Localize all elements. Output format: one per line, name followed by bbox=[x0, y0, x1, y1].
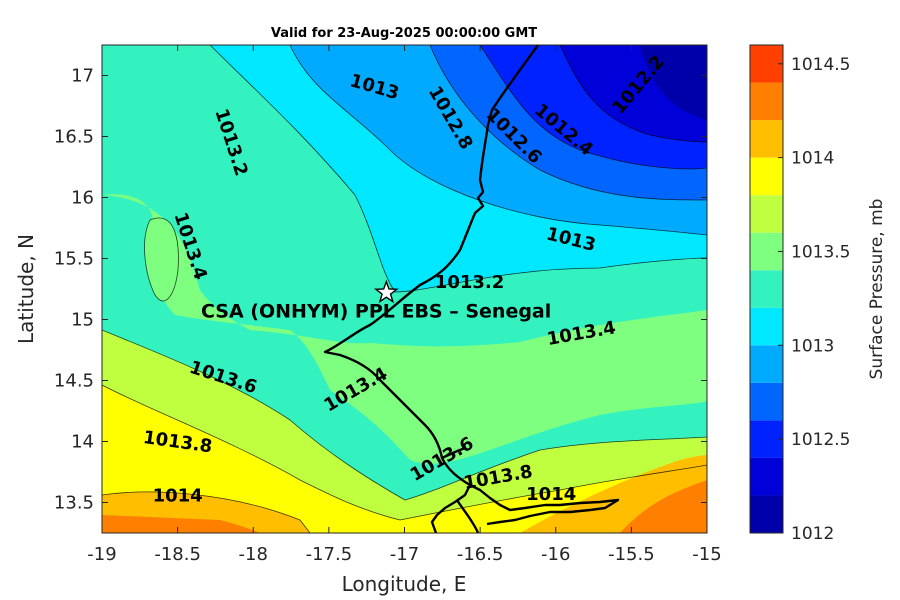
colorbar-tick-label: 1012 bbox=[791, 524, 834, 544]
colorbar-swatch bbox=[750, 457, 783, 496]
x-tick-label: -15.5 bbox=[608, 544, 655, 565]
x-tick-label: -17.5 bbox=[306, 544, 353, 565]
y-tick-label: 15 bbox=[71, 310, 94, 331]
y-tick-label: 17 bbox=[71, 66, 94, 87]
colorbar-swatch bbox=[750, 157, 783, 196]
y-tick-label: 14.5 bbox=[54, 371, 94, 392]
contour-label: 1014 bbox=[526, 484, 576, 505]
x-axis: -19 -18.5 -18 -17.5 -17 -16.5 -16 -15.5 -15 bbox=[87, 45, 722, 565]
site-marker-group: CSA (ONHYM) PPL EBS – Senegal bbox=[201, 279, 551, 323]
colorbar-swatch bbox=[750, 382, 783, 421]
contour-lines bbox=[102, 45, 707, 533]
colorbar-tick-label: 1014 bbox=[791, 149, 834, 169]
x-tick-label: -16 bbox=[541, 544, 570, 565]
colorbar-frame bbox=[749, 44, 784, 534]
colorbar-tick-label: 1014.5 bbox=[791, 55, 850, 75]
colorbar-swatch bbox=[750, 120, 783, 158]
contour-band-1014-2-west bbox=[102, 515, 260, 533]
y-tick-label: 16 bbox=[71, 188, 94, 209]
y-tick-label: 16.5 bbox=[54, 127, 94, 148]
colorbar-swatch bbox=[750, 270, 783, 308]
colorbar-swatch bbox=[750, 420, 783, 458]
x-tick-label: -15 bbox=[692, 544, 721, 565]
contour-band-1013-4-west bbox=[102, 194, 707, 464]
y-axis-label: Latitude, N bbox=[14, 234, 38, 344]
y-tick-label: 14 bbox=[71, 432, 94, 453]
contour-field bbox=[102, 45, 707, 533]
colorbar-swatch bbox=[750, 82, 783, 121]
y-axis: 13.5 14 14.5 15 15.5 16 16.5 17 bbox=[54, 66, 707, 514]
contour-band-1013-4-island bbox=[144, 218, 179, 301]
colorbar-tick-label: 1013.5 bbox=[791, 242, 850, 262]
site-label: CSA (ONHYM) PPL EBS – Senegal bbox=[201, 301, 551, 323]
contour-label: 1013.2 bbox=[435, 272, 504, 293]
colorbar-tick-label: 1013 bbox=[791, 336, 834, 356]
y-tick-label: 13.5 bbox=[54, 493, 94, 514]
colorbar: 1012 1012.5 1013 1013.5 1014 1014.5 Surface Pr… bbox=[749, 44, 887, 544]
chart-title: Valid for 23-Aug-2025 00:00:00 GMT bbox=[271, 26, 537, 41]
colorbar-label: Surface Pressure, mb bbox=[867, 199, 887, 380]
x-tick-label: -16.5 bbox=[457, 544, 504, 565]
colorbar-swatch bbox=[750, 307, 783, 346]
x-tick-label: -17 bbox=[390, 544, 419, 565]
contour-band-1012 bbox=[640, 45, 707, 120]
colorbar-swatch bbox=[750, 232, 783, 271]
x-tick-label: -18.5 bbox=[154, 544, 201, 565]
x-tick-label: -18 bbox=[239, 544, 268, 565]
contour-label: 1014 bbox=[153, 485, 203, 506]
x-tick-label: -19 bbox=[87, 544, 116, 565]
colorbar-swatch bbox=[750, 45, 783, 83]
colorbar-swatch bbox=[750, 345, 783, 383]
colorbar-tick-label: 1012.5 bbox=[791, 430, 850, 450]
colorbar-swatch bbox=[750, 495, 783, 533]
site-star-marker bbox=[373, 279, 399, 304]
y-tick-label: 15.5 bbox=[54, 249, 94, 270]
contour-band-1013-8 bbox=[102, 385, 707, 533]
contour-band-1014-2-east bbox=[620, 480, 707, 533]
x-axis-label: Longitude, E bbox=[342, 572, 467, 596]
coastline bbox=[323, 45, 620, 533]
colorbar-swatch bbox=[750, 195, 783, 233]
